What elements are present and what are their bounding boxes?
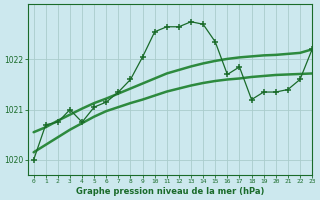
X-axis label: Graphe pression niveau de la mer (hPa): Graphe pression niveau de la mer (hPa) <box>76 187 264 196</box>
